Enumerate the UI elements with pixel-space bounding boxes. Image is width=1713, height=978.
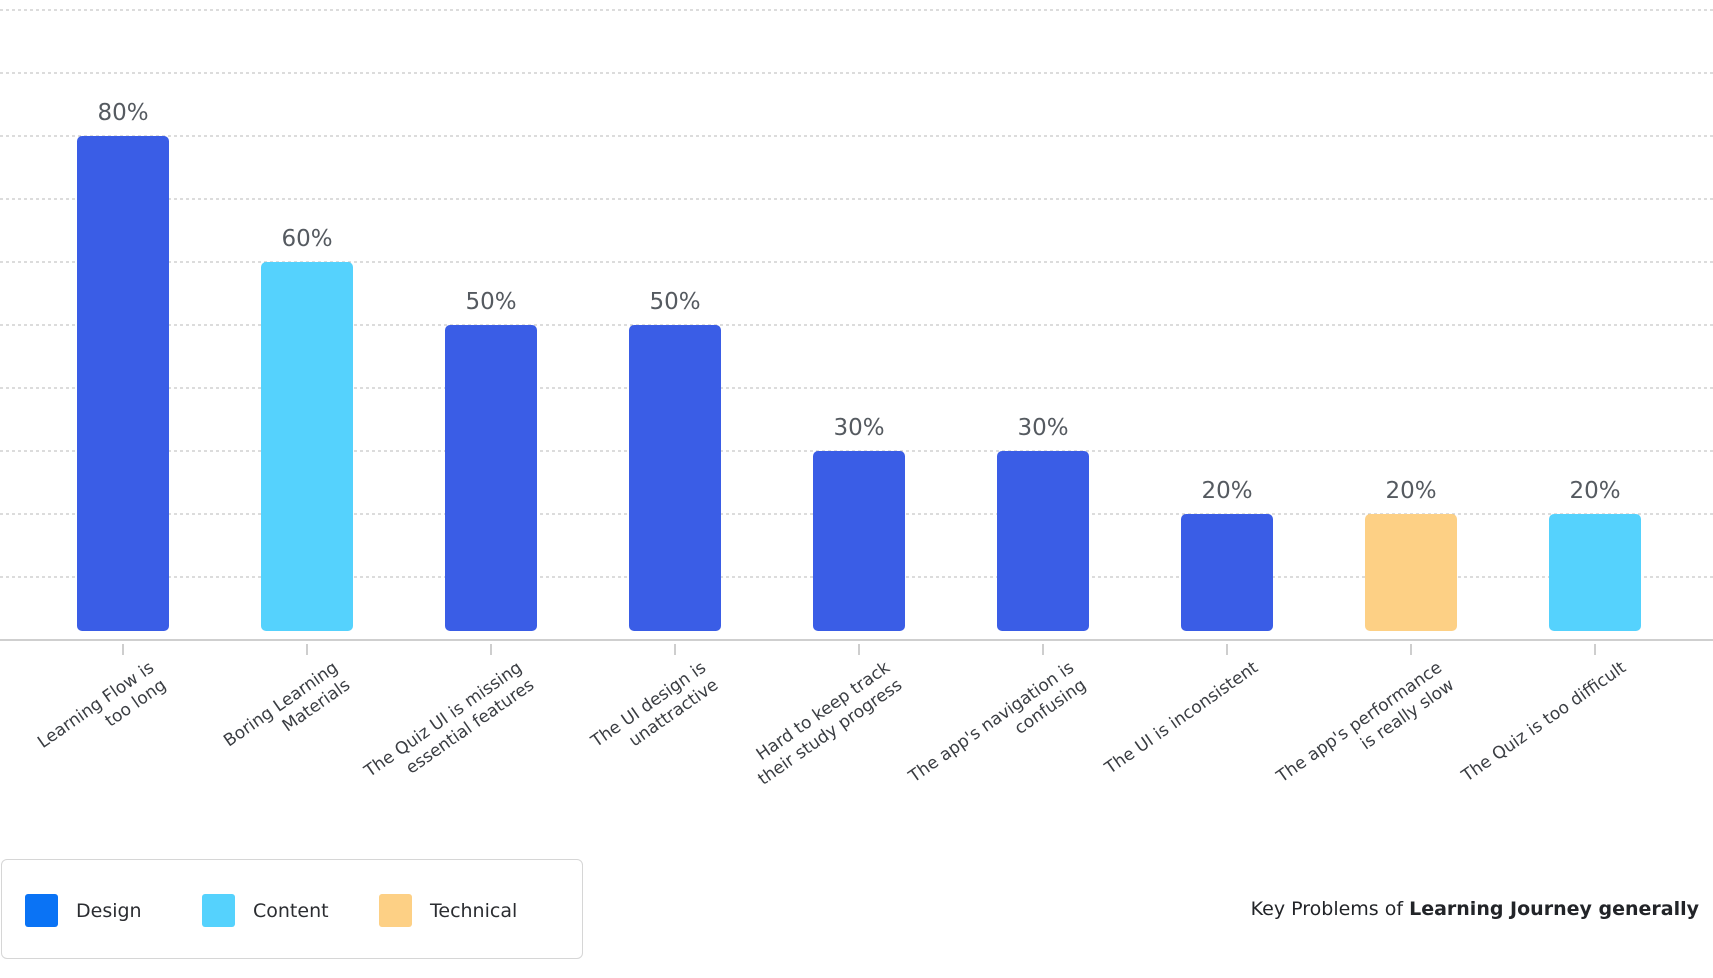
chart-legend: Design Content Technical	[1, 859, 583, 959]
legend-label-technical: Technical	[430, 899, 518, 922]
data-label: 50%	[649, 289, 700, 315]
legend-item-content: Content	[202, 894, 329, 927]
x-tick-label: The Quiz is too difficult	[1457, 658, 1630, 787]
bar-chart: 80% Learning Flow istoo long 60% Boring Lea…	[0, 9, 1713, 805]
data-label: 30%	[1017, 415, 1068, 441]
bar	[77, 136, 169, 631]
bar	[445, 325, 537, 631]
legend-label-design: Design	[76, 899, 142, 922]
data-label: 60%	[281, 226, 332, 252]
data-label: 30%	[833, 415, 884, 441]
bar	[813, 451, 905, 631]
caption-prefix: Key Problems of	[1250, 898, 1404, 920]
chart-caption: Key Problems of Learning Journey general…	[1251, 898, 1699, 920]
x-tick-label: The UI design isunattractive	[587, 658, 722, 770]
bar	[997, 451, 1089, 631]
data-label: 50%	[465, 289, 516, 315]
data-label: 20%	[1569, 478, 1620, 504]
x-tick-label: The UI is inconsistent	[1101, 658, 1263, 779]
data-label: 80%	[97, 100, 148, 126]
x-tick-label: The app's navigation isconfusing	[904, 658, 1090, 805]
caption-emphasis: Learning Journey generally	[1409, 898, 1699, 920]
x-tick-label-line: The app's performance	[1272, 658, 1446, 788]
bar	[1549, 514, 1641, 631]
x-tick-label: Boring LearningMaterials	[220, 658, 354, 769]
legend-item-design: Design	[25, 894, 142, 927]
x-tick-label-line: The Quiz UI is missing	[360, 658, 526, 782]
bar	[1365, 514, 1457, 631]
x-tick-label: Hard to keep tracktheir study progress	[742, 658, 906, 790]
bar	[261, 262, 353, 631]
x-tick-label: The Quiz UI is missingessential features	[360, 658, 538, 800]
legend-swatch-content	[202, 894, 235, 927]
x-tick-label: The app's performanceis really slow	[1272, 658, 1458, 805]
legend-swatch-design	[25, 894, 58, 927]
data-label: 20%	[1201, 478, 1252, 504]
bar	[1181, 514, 1273, 631]
x-tick-label-line: The UI is inconsistent	[1101, 658, 1263, 779]
bar	[629, 325, 721, 631]
x-tick-label-line: The Quiz is too difficult	[1457, 658, 1630, 787]
x-tick-label-line: The app's navigation is	[904, 658, 1078, 788]
legend-item-technical: Technical	[379, 894, 517, 927]
x-tick-label: Learning Flow istoo long	[34, 658, 170, 770]
data-label: 20%	[1385, 478, 1436, 504]
legend-swatch-technical	[379, 894, 412, 927]
legend-label-content: Content	[253, 899, 329, 922]
